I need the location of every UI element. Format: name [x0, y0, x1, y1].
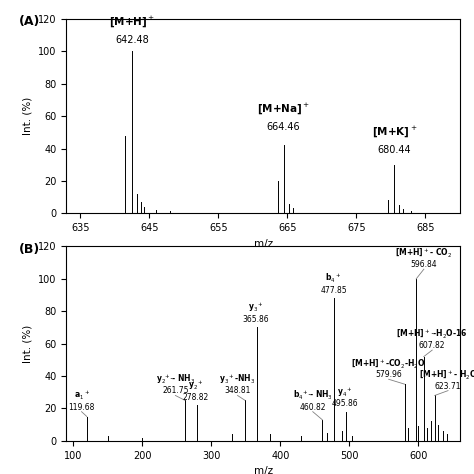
Y-axis label: Int. (%): Int. (%): [23, 97, 33, 135]
Text: a$_1$$^+$: a$_1$$^+$: [73, 389, 90, 402]
Text: [M+H]$^+$- H$_2$O: [M+H]$^+$- H$_2$O: [419, 368, 474, 381]
Text: 119.68: 119.68: [68, 403, 95, 411]
Text: (A): (A): [19, 15, 40, 28]
Text: [M+H]$^+$- CO$_2$: [M+H]$^+$- CO$_2$: [395, 247, 453, 259]
Y-axis label: Int. (%): Int. (%): [23, 325, 33, 363]
Text: 680.44: 680.44: [377, 145, 411, 155]
Text: y$_4$$^+$: y$_4$$^+$: [337, 385, 353, 399]
Text: (B): (B): [19, 243, 40, 255]
Text: y$_3$$^+$: y$_3$$^+$: [248, 301, 264, 315]
Text: 579.96: 579.96: [375, 370, 402, 379]
X-axis label: m/z: m/z: [254, 466, 273, 474]
Text: y$_2$$^+$: y$_2$$^+$: [188, 379, 204, 392]
Text: 278.82: 278.82: [183, 393, 209, 402]
Text: [M+H]$^+$$\cdot$-H$_2$O-16: [M+H]$^+$$\cdot$-H$_2$O-16: [396, 328, 468, 340]
Text: y$_3$$^+$-NH$_3$: y$_3$$^+$-NH$_3$: [219, 372, 255, 386]
Text: 623.71: 623.71: [435, 382, 461, 391]
Text: 495.86: 495.86: [332, 400, 358, 409]
Text: 664.46: 664.46: [267, 122, 301, 132]
Text: 607.82: 607.82: [419, 341, 446, 350]
Text: 348.81: 348.81: [224, 386, 251, 395]
Text: [M+Na]$^+$: [M+Na]$^+$: [257, 101, 310, 116]
Text: b$_4$$^+$: b$_4$$^+$: [325, 272, 342, 285]
Text: 460.82: 460.82: [300, 403, 326, 411]
Text: [M+H]$^+$-CO$_2$-H$_2$O: [M+H]$^+$-CO$_2$-H$_2$O: [351, 357, 426, 370]
Text: 261.75: 261.75: [162, 386, 189, 395]
Text: b$_4$$^{+}$$\cdot$- NH$_3$: b$_4$$^{+}$$\cdot$- NH$_3$: [293, 389, 333, 402]
Text: 596.84: 596.84: [410, 260, 437, 269]
Text: [M+K]$^+$: [M+K]$^+$: [372, 124, 417, 139]
Text: [M+H]$^+$: [M+H]$^+$: [109, 14, 155, 29]
Text: 477.85: 477.85: [320, 286, 347, 295]
Text: 365.86: 365.86: [243, 315, 270, 324]
Text: 642.48: 642.48: [115, 35, 149, 45]
Text: y$_2$$^{+}$$\cdot$- NH$_3$: y$_2$$^{+}$$\cdot$- NH$_3$: [156, 372, 195, 386]
X-axis label: m/z: m/z: [254, 238, 273, 248]
